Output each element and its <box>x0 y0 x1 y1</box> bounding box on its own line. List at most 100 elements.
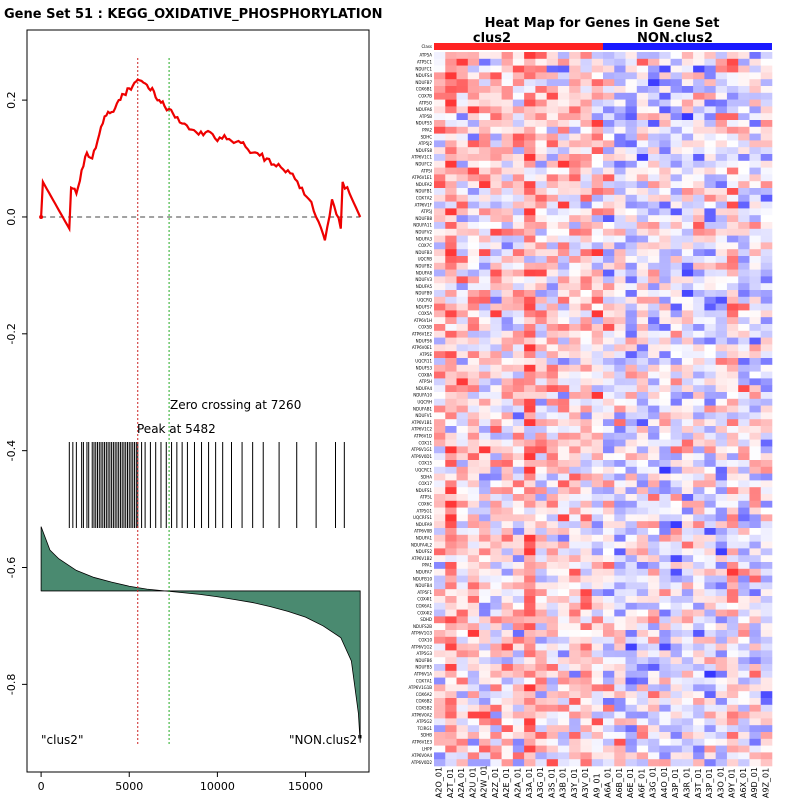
heatmap-cell <box>591 310 604 318</box>
heatmap-cell <box>659 228 671 236</box>
heatmap-cell <box>715 126 728 134</box>
heatmap-cell <box>591 738 604 746</box>
heatmap-cell <box>569 711 581 719</box>
heatmap-cell <box>445 419 457 427</box>
heatmap-cell <box>648 296 660 304</box>
heatmap-cell <box>580 405 593 413</box>
heatmap-cell <box>445 310 457 318</box>
heatmap-cell <box>704 160 716 168</box>
heatmap-cell <box>467 344 480 352</box>
heatmap-cell <box>535 630 547 638</box>
heatmap-cell <box>681 405 694 413</box>
heatmap-cell <box>524 283 536 291</box>
heatmap-cell <box>467 636 480 644</box>
heatmap-cell <box>704 79 716 87</box>
heatmap-cell <box>512 371 525 379</box>
heatmap-cell <box>524 120 536 128</box>
heatmap-cell <box>569 575 581 583</box>
heatmap-cell <box>580 160 593 168</box>
heatmap-cell <box>479 732 491 740</box>
heatmap-cell <box>614 514 626 522</box>
heatmap-cell <box>580 555 593 563</box>
heatmap-cell <box>546 466 559 474</box>
heatmap-cell <box>614 188 626 196</box>
heatmap-cell <box>445 514 457 522</box>
heatmap-cell <box>569 521 581 529</box>
heatmap-cell <box>524 507 536 515</box>
heatmap-cell <box>546 52 559 60</box>
heatmap-cell <box>760 670 773 678</box>
gene-label: COX7B <box>418 94 432 99</box>
heatmap-cell <box>670 460 683 468</box>
heatmap-cell <box>434 636 446 644</box>
heatmap-cell <box>569 759 581 767</box>
heatmap-cell <box>726 609 739 617</box>
gene-label: NDUFA2 <box>416 182 433 187</box>
heatmap-cell <box>456 494 469 502</box>
heatmap-cell <box>659 65 671 73</box>
heatmap-cell <box>659 432 671 440</box>
heatmap-cell <box>501 664 514 672</box>
heatmap-cell <box>648 643 660 651</box>
heatmap-cell <box>738 160 750 168</box>
heatmap-cell <box>524 609 536 617</box>
heatmap-cell <box>445 636 457 644</box>
sample-label: A6A_01 <box>604 768 613 798</box>
heatmap-cell <box>670 636 683 644</box>
heatmap-cell <box>456 691 469 699</box>
heatmap-cell <box>490 228 502 236</box>
heatmap-cell <box>557 167 570 175</box>
heatmap-cell <box>738 494 750 502</box>
heatmap-cell <box>569 133 581 141</box>
gene-label: COX17 <box>418 481 432 486</box>
heatmap-cell <box>434 351 446 359</box>
heatmap-cell <box>546 290 559 298</box>
heatmap-cell <box>546 371 559 379</box>
heatmap-cell <box>535 160 547 168</box>
heatmap-cell <box>434 86 446 94</box>
heatmap-cell <box>625 432 638 440</box>
heatmap-cell <box>524 412 536 420</box>
gene-label: ATP6V0E1 <box>412 345 433 350</box>
heatmap-cell <box>490 711 502 719</box>
heatmap-cell <box>704 704 716 712</box>
heatmap-cell <box>569 636 581 644</box>
heatmap-cell <box>648 630 660 638</box>
heatmap-cell <box>715 79 728 87</box>
heatmap-cell <box>760 208 773 216</box>
heatmap-cell <box>535 106 547 114</box>
heatmap-cell <box>659 79 671 87</box>
heatmap-cell <box>726 160 739 168</box>
heatmap-cell <box>648 337 660 345</box>
heatmap-cell <box>625 344 638 352</box>
heatmap-cell <box>580 249 593 257</box>
heatmap-cell <box>614 616 626 624</box>
heatmap-cell <box>670 385 683 393</box>
heatmap-cell <box>445 398 457 406</box>
heatmap-cell <box>535 364 547 372</box>
heatmap-cell <box>456 174 469 182</box>
heatmap-cell <box>557 181 570 189</box>
heatmap-cell <box>648 745 660 753</box>
heatmap-cell <box>704 324 716 332</box>
heatmap-cell <box>535 616 547 624</box>
heatmap-cell <box>479 562 491 570</box>
heatmap-cell <box>603 487 615 495</box>
heatmap-cell <box>726 446 739 454</box>
heatmap-cell <box>760 609 773 617</box>
heatmap-cell <box>614 623 626 631</box>
heatmap-cell <box>501 208 514 216</box>
heatmap-cell <box>434 460 446 468</box>
gene-label: UQCRFS1 <box>413 515 432 520</box>
heatmap-cell <box>434 643 446 651</box>
gene-label: ATP6V1E2 <box>412 332 433 337</box>
heatmap-cell <box>636 228 649 236</box>
heatmap-cell <box>603 72 615 80</box>
heatmap-cell <box>738 72 750 80</box>
heatmap-cell <box>738 113 750 121</box>
heatmap-cell <box>535 582 547 590</box>
heatmap-cell <box>445 249 457 257</box>
heatmap-cell <box>760 310 773 318</box>
heatmap-cell <box>580 453 593 461</box>
heatmap-cell <box>591 548 604 556</box>
